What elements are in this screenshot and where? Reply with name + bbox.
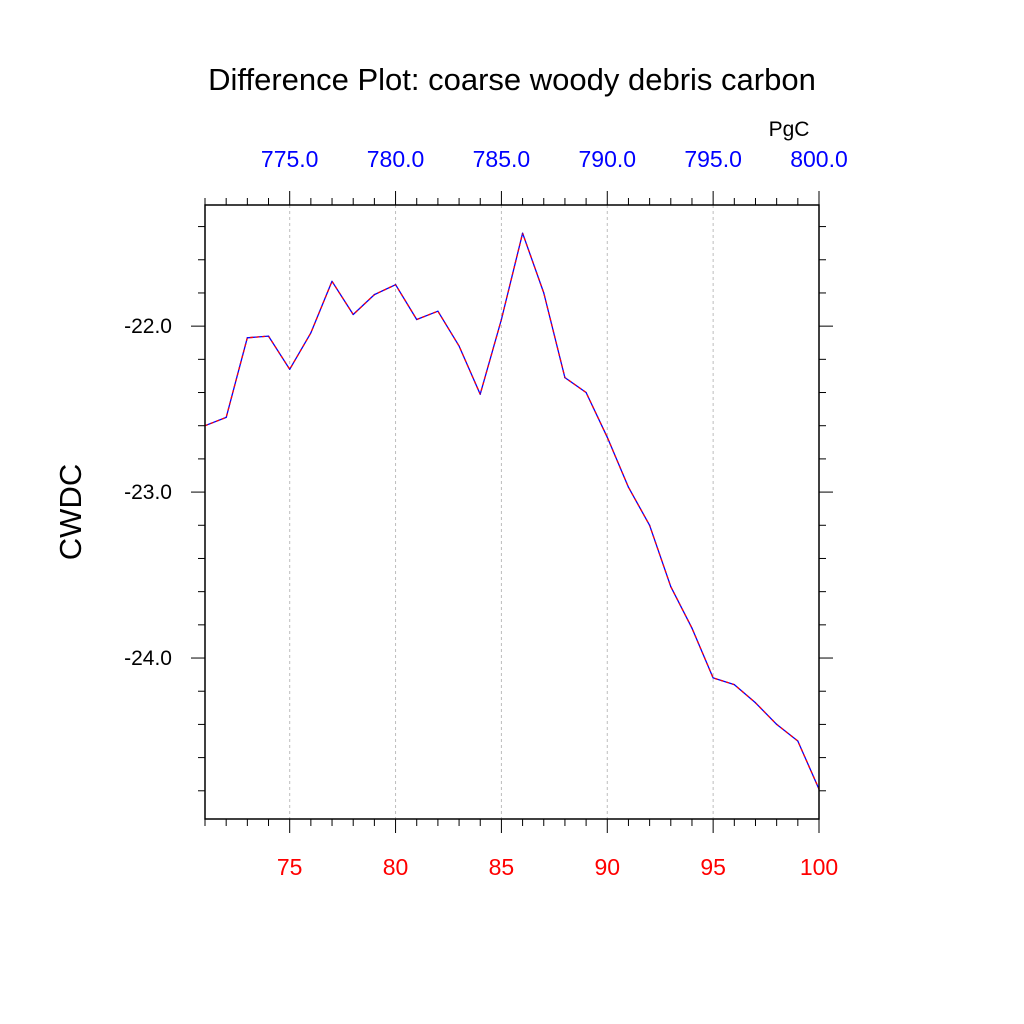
data-point — [352, 313, 354, 316]
top-tick-label: 785.0 — [473, 146, 531, 172]
data-point — [754, 702, 757, 704]
x-tick-label: 100 — [800, 854, 838, 880]
data-point — [691, 627, 693, 629]
x-tick-label: 75 — [277, 854, 303, 880]
tick-marks — [191, 191, 833, 833]
data-point — [458, 345, 460, 347]
data-point — [246, 337, 248, 339]
data-point — [479, 393, 481, 395]
y-tick-label: -24.0 — [124, 647, 172, 670]
data-point — [437, 310, 439, 312]
y-tick-label: -23.0 — [124, 481, 172, 504]
x-tick-label: 85 — [489, 854, 515, 880]
data-point — [733, 683, 735, 686]
top-tick-label: 800.0 — [790, 146, 848, 172]
data-point — [289, 368, 291, 370]
y-tick-label: -22.0 — [124, 315, 172, 338]
data-point — [310, 332, 312, 334]
top-axis-units: PgC — [769, 118, 810, 141]
data-point — [373, 294, 375, 296]
x-tick-label: 80 — [383, 854, 409, 880]
top-tick-label: 780.0 — [367, 146, 425, 172]
x-tick-label: 90 — [594, 854, 620, 880]
data-point — [331, 280, 333, 282]
data-point — [627, 486, 630, 488]
data-point — [606, 436, 608, 438]
data-point — [543, 292, 545, 294]
data-point — [267, 335, 270, 337]
data-point — [564, 376, 566, 379]
data-point — [649, 524, 651, 526]
data-point — [776, 723, 778, 726]
data-point — [797, 740, 799, 742]
grid-lines — [289, 205, 714, 819]
series-line-blue — [204, 232, 820, 790]
series-group — [204, 232, 820, 790]
top-tick-label: 795.0 — [684, 146, 742, 172]
series-line-red — [204, 232, 820, 790]
chart-title: Difference Plot: coarse woody debris car… — [208, 62, 816, 97]
tick-labels: 75 80 85 90 95 100 775.0 780.0 785.0 790.0 795.0 80… — [124, 146, 848, 880]
top-tick-label: 775.0 — [261, 146, 319, 172]
data-point — [225, 416, 227, 419]
data-point — [712, 677, 714, 679]
y-axis-label: CWDC — [53, 464, 88, 560]
data-point — [394, 284, 397, 286]
data-point — [585, 391, 587, 394]
data-point — [416, 318, 418, 321]
x-tick-label: 95 — [700, 854, 726, 880]
top-tick-label: 790.0 — [578, 146, 636, 172]
data-point — [500, 318, 503, 321]
data-point — [521, 232, 524, 234]
plot-frame — [204, 204, 820, 820]
data-point — [670, 586, 672, 588]
